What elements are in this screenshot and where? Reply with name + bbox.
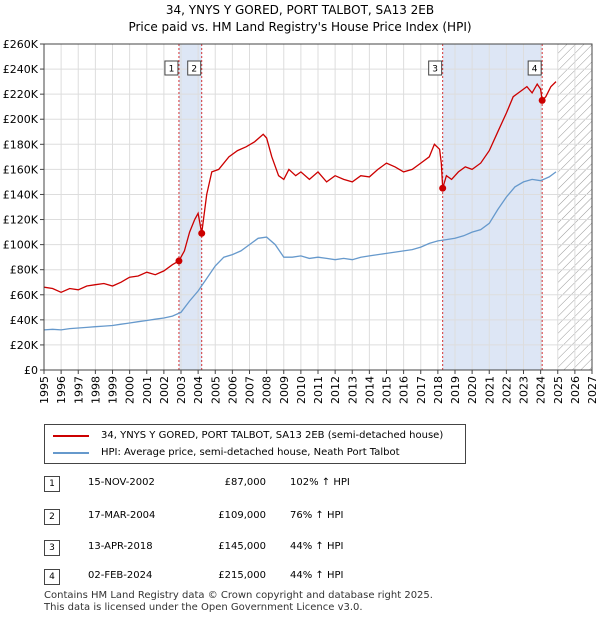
footer-copyright: Contains HM Land Registry data © Crown c… — [44, 590, 433, 601]
x-tick-label: 2002 — [158, 376, 171, 404]
ownership-period-1 — [178, 44, 202, 370]
legend-swatch-property — [53, 435, 89, 437]
legend-label-hpi: HPI: Average price, semi-detached house,… — [101, 447, 400, 458]
transaction-label-2: 2 — [191, 65, 197, 75]
y-tick-label: £120K — [3, 214, 39, 227]
transaction-date: 02-FEB-2024 — [88, 570, 153, 581]
x-tick-label: 2018 — [432, 376, 445, 404]
transaction-number-badge: 2 — [44, 509, 60, 525]
transaction-label-box-1 — [164, 60, 179, 76]
x-tick-label: 2026 — [569, 376, 582, 404]
transaction-label-box-4 — [527, 60, 542, 76]
legend-label-property: 34, YNYS Y GORED, PORT TALBOT, SA13 2EB … — [101, 430, 444, 441]
x-tick-label: 2025 — [552, 376, 565, 404]
x-tick-label: 2021 — [483, 376, 496, 404]
x-tick-label: 2017 — [415, 376, 428, 404]
y-tick-label: £200K — [3, 113, 39, 126]
y-tick-label: £180K — [3, 138, 39, 151]
transaction-marker-1 — [175, 257, 183, 265]
x-tick-label: 2008 — [261, 376, 274, 404]
series-line-hpi — [44, 171, 557, 331]
series-line-property — [44, 81, 557, 294]
transaction-number-badge: 4 — [44, 569, 60, 585]
x-tick-label: 1999 — [107, 376, 120, 404]
table-row: 1 15-NOV-2002 £87,000 102% ↑ HPI — [42, 474, 462, 492]
transaction-price: £109,000 — [218, 510, 266, 521]
x-tick-label: 1997 — [72, 376, 85, 404]
x-tick-label: 1998 — [89, 376, 102, 404]
x-tick-label: 2015 — [381, 376, 394, 404]
x-tick-label: 2003 — [175, 376, 188, 404]
transaction-date: 13-APR-2018 — [88, 541, 153, 552]
x-tick-label: 2010 — [295, 376, 308, 404]
transaction-date: 17-MAR-2004 — [88, 510, 156, 521]
transaction-date: 15-NOV-2002 — [88, 477, 155, 488]
transaction-label-4: 4 — [532, 65, 538, 75]
transaction-marker-3 — [439, 184, 447, 192]
legend-swatch-hpi — [53, 452, 89, 454]
transaction-price: £215,000 — [218, 570, 266, 581]
chart-title: 34, YNYS Y GORED, PORT TALBOT, SA13 2EB — [165, 3, 435, 17]
transaction-label-3: 3 — [432, 65, 438, 75]
x-tick-label: 2024 — [535, 376, 548, 404]
y-tick-label: £80K — [10, 264, 39, 277]
transaction-label-box-3 — [428, 60, 443, 76]
chart-legend: 34, YNYS Y GORED, PORT TALBOT, SA13 2EB … — [44, 424, 466, 464]
x-tick-label: 1996 — [55, 376, 68, 404]
x-tick-label: 2000 — [124, 376, 137, 404]
x-tick-label: 1995 — [38, 376, 51, 404]
y-tick-label: £140K — [3, 188, 39, 201]
table-row: 3 13-APR-2018 £145,000 44% ↑ HPI — [42, 538, 462, 556]
transaction-label-1: 1 — [169, 65, 175, 75]
transaction-hpi-change: 44% ↑ HPI — [290, 570, 344, 581]
transaction-hpi-change: 102% ↑ HPI — [290, 477, 350, 488]
x-tick-label: 2022 — [500, 376, 513, 404]
x-tick-label: 2001 — [141, 376, 154, 404]
y-tick-label: £40K — [10, 314, 39, 327]
ownership-period-2 — [442, 44, 543, 370]
footer-license: This data is licensed under the Open Gov… — [44, 602, 363, 613]
x-tick-label: 2011 — [312, 376, 325, 404]
x-tick-label: 2027 — [586, 376, 599, 404]
x-tick-label: 2013 — [346, 376, 359, 404]
transaction-marker-4 — [538, 96, 546, 104]
price-chart: 1 2 3 4 £0 £20K £40K £60K £80K £100K £120K £140K £16… — [3, 38, 599, 404]
y-tick-label: £260K — [3, 38, 39, 51]
transaction-price: £145,000 — [218, 541, 266, 552]
x-tick-label: 2006 — [226, 376, 239, 404]
x-tick-label: 2020 — [466, 376, 479, 404]
transaction-price: £87,000 — [224, 477, 266, 488]
table-row: 4 02-FEB-2024 £215,000 44% ↑ HPI — [42, 567, 462, 585]
table-row: 2 17-MAR-2004 £109,000 76% ↑ HPI — [42, 507, 462, 525]
x-tick-label: 2012 — [329, 376, 342, 404]
transaction-marker-2 — [198, 229, 206, 237]
x-tick-label: 2016 — [398, 376, 411, 404]
x-tick-label: 2005 — [209, 376, 222, 404]
transaction-hpi-change: 44% ↑ HPI — [290, 541, 344, 552]
transaction-hpi-change: 76% ↑ HPI — [290, 510, 344, 521]
x-tick-label: 2019 — [449, 376, 462, 404]
transaction-number-badge: 1 — [44, 476, 60, 492]
y-tick-label: £100K — [3, 239, 39, 252]
x-tick-label: 2023 — [518, 376, 531, 404]
y-tick-label: £60K — [10, 289, 39, 302]
transaction-number-badge: 3 — [44, 540, 60, 556]
chart-subtitle: Price paid vs. HM Land Registry's House … — [128, 20, 472, 34]
y-tick-label: £220K — [3, 88, 39, 101]
x-tick-label: 2007 — [244, 376, 257, 404]
y-tick-label: £160K — [3, 163, 39, 176]
x-tick-label: 2009 — [278, 376, 291, 404]
x-tick-label: 2014 — [363, 376, 376, 404]
y-tick-label: £240K — [3, 63, 39, 76]
x-tick-label: 2004 — [192, 376, 205, 404]
y-tick-label: £20K — [10, 339, 39, 352]
y-tick-label: £0 — [24, 364, 38, 377]
transaction-label-box-2 — [187, 60, 202, 76]
